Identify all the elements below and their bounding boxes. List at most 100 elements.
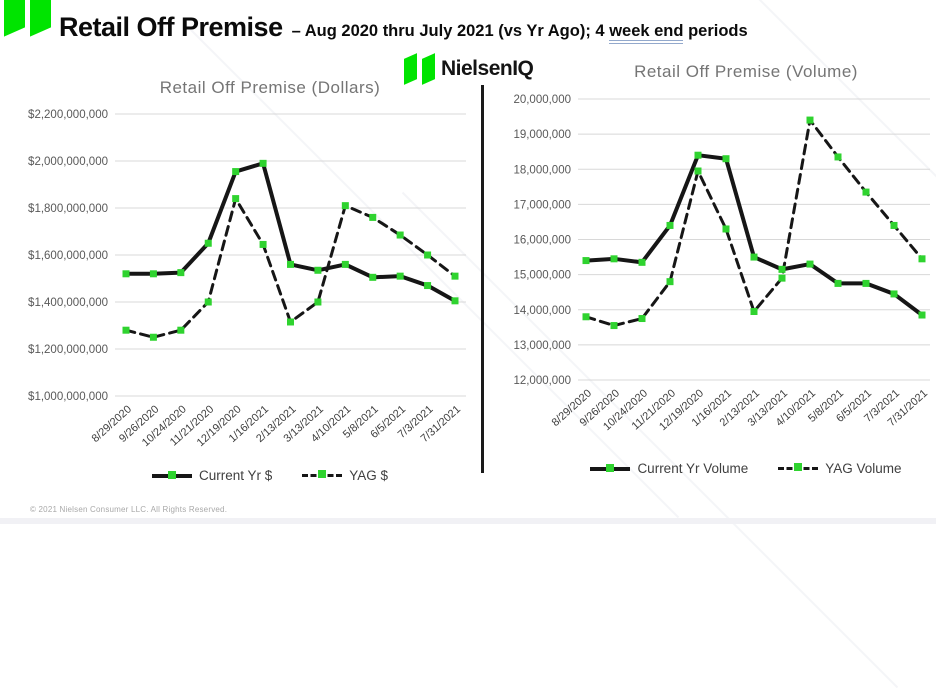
- data-point-marker: [314, 266, 322, 274]
- series-line-dashed: [124, 197, 457, 339]
- data-point-marker: [890, 290, 898, 298]
- y-tick-label: 18,000,000: [513, 164, 571, 176]
- data-point-marker: [396, 272, 404, 280]
- legend-label: Current Yr Volume: [637, 461, 749, 476]
- data-point-marker: [806, 260, 814, 268]
- legend-dollars: Current Yr $ YAG $: [60, 468, 480, 483]
- y-tick-label: 16,000,000: [513, 235, 571, 247]
- legend-label: Current Yr $: [198, 468, 273, 483]
- data-point-marker: [424, 251, 432, 259]
- legend-marker-icon: [794, 463, 803, 471]
- data-point-marker: [149, 270, 157, 278]
- data-point-marker: [341, 260, 349, 268]
- brand-name: NielsenIQ: [441, 57, 534, 80]
- series-line-dashed: [584, 118, 924, 328]
- data-point-marker: [694, 167, 702, 175]
- data-point-marker: [287, 318, 294, 326]
- data-point-marker: [451, 297, 459, 305]
- data-point-marker: [694, 151, 702, 159]
- data-point-marker: [638, 258, 646, 266]
- data-point-marker: [149, 333, 157, 341]
- legend-volume: Current Yr Volume YAG Volume: [562, 461, 930, 476]
- data-point-marker: [341, 202, 349, 210]
- data-point-marker: [287, 260, 294, 268]
- legend-label: YAG $: [349, 468, 389, 483]
- y-tick-label: $1,600,000,000: [28, 250, 108, 262]
- legend-solid-line-icon: [590, 463, 631, 472]
- data-point-marker: [778, 265, 786, 273]
- data-point-marker: [750, 253, 758, 261]
- niq-logo-stripe-icon: [4, 0, 25, 37]
- data-point-marker: [806, 116, 814, 124]
- data-point-marker: [890, 221, 898, 229]
- y-tick-label: $1,800,000,000: [28, 203, 108, 215]
- data-point-marker: [582, 313, 590, 321]
- data-point-marker: [722, 155, 730, 163]
- data-point-marker: [122, 326, 130, 334]
- legend-marker-icon: [167, 470, 176, 479]
- data-point-marker: [610, 255, 618, 263]
- y-tick-label: $2,000,000,000: [28, 156, 108, 168]
- legend-dashed-line-icon: [302, 470, 343, 478]
- vertical-divider: [481, 85, 484, 473]
- data-point-marker: [204, 239, 212, 247]
- y-tick-label: 13,000,000: [513, 340, 571, 352]
- legend-solid-line-icon: [151, 470, 192, 479]
- legend-item-yag-dollars: YAG $: [302, 468, 388, 483]
- chart-title-volume: Retail Off Premise (Volume): [634, 62, 858, 81]
- y-tick-label: $2,200,000,000: [28, 109, 108, 121]
- data-point-marker: [666, 221, 674, 229]
- data-point-marker: [259, 240, 267, 248]
- data-point-marker: [722, 225, 730, 233]
- series-line-solid: [584, 153, 924, 318]
- data-point-marker: [918, 255, 926, 263]
- y-tick-label: $1,400,000,000: [28, 297, 108, 309]
- data-point-marker: [424, 282, 432, 290]
- data-point-marker: [666, 278, 674, 286]
- y-tick-label: 12,000,000: [513, 375, 571, 387]
- legend-marker-icon: [318, 470, 327, 478]
- data-point-marker: [314, 298, 322, 306]
- data-point-marker: [918, 311, 926, 319]
- data-point-marker: [834, 279, 842, 287]
- y-tick-label: 17,000,000: [513, 199, 571, 211]
- data-point-marker: [122, 270, 130, 278]
- page-title: Retail Off Premise: [59, 12, 283, 42]
- legend-marker-icon: [606, 463, 615, 472]
- data-point-marker: [369, 273, 377, 281]
- page-subtitle: – Aug 2020 thru July 2021 (vs Yr Ago); 4…: [291, 22, 748, 44]
- data-point-marker: [862, 279, 870, 287]
- y-tick-label: $1,000,000,000: [28, 391, 108, 403]
- subtitle-prefix: – Aug 2020 thru July 2021 (vs Yr Ago); 4: [291, 22, 610, 40]
- y-tick-label: 20,000,000: [513, 94, 571, 106]
- data-point-marker: [369, 213, 377, 221]
- subtitle-underlined-text: week end: [609, 22, 684, 44]
- data-point-marker: [259, 159, 267, 167]
- legend-dashed-line-icon: [778, 463, 819, 471]
- niq-logo-icon: [4, 0, 51, 37]
- data-point-marker: [451, 272, 459, 280]
- volume-line-chart: 12,000,000 13,000,000 14,000,000 15,000,000…: [513, 94, 930, 433]
- subtitle-suffix: periods: [683, 22, 748, 40]
- niq-logo-stripe-icon: [30, 0, 51, 37]
- dollars-line-chart: $1,000,000,000 $1,200,000,000 $1,400,000,0…: [28, 109, 466, 449]
- legend-item-current-yr-dollars: Current Yr $: [151, 468, 273, 483]
- data-point-marker: [232, 168, 240, 176]
- nielseniq-logo: NielsenIQ: [404, 53, 534, 85]
- data-point-marker: [610, 322, 618, 330]
- data-point-marker: [204, 298, 212, 306]
- data-point-marker: [862, 188, 870, 196]
- data-point-marker: [582, 257, 590, 265]
- data-point-marker: [232, 195, 240, 203]
- y-tick-label: $1,200,000,000: [28, 344, 108, 356]
- chart-title-dollars: Retail Off Premise (Dollars): [159, 78, 381, 97]
- data-point-marker: [778, 274, 786, 282]
- data-point-marker: [750, 308, 758, 316]
- data-point-marker: [834, 153, 842, 161]
- data-point-marker: [638, 315, 646, 323]
- data-point-marker: [177, 326, 185, 334]
- data-point-marker: [396, 231, 404, 239]
- y-tick-label: 14,000,000: [513, 305, 571, 317]
- copyright-text: © 2021 Nielsen Consumer LLC. All Rights …: [30, 505, 228, 514]
- bottom-strip: [0, 518, 936, 524]
